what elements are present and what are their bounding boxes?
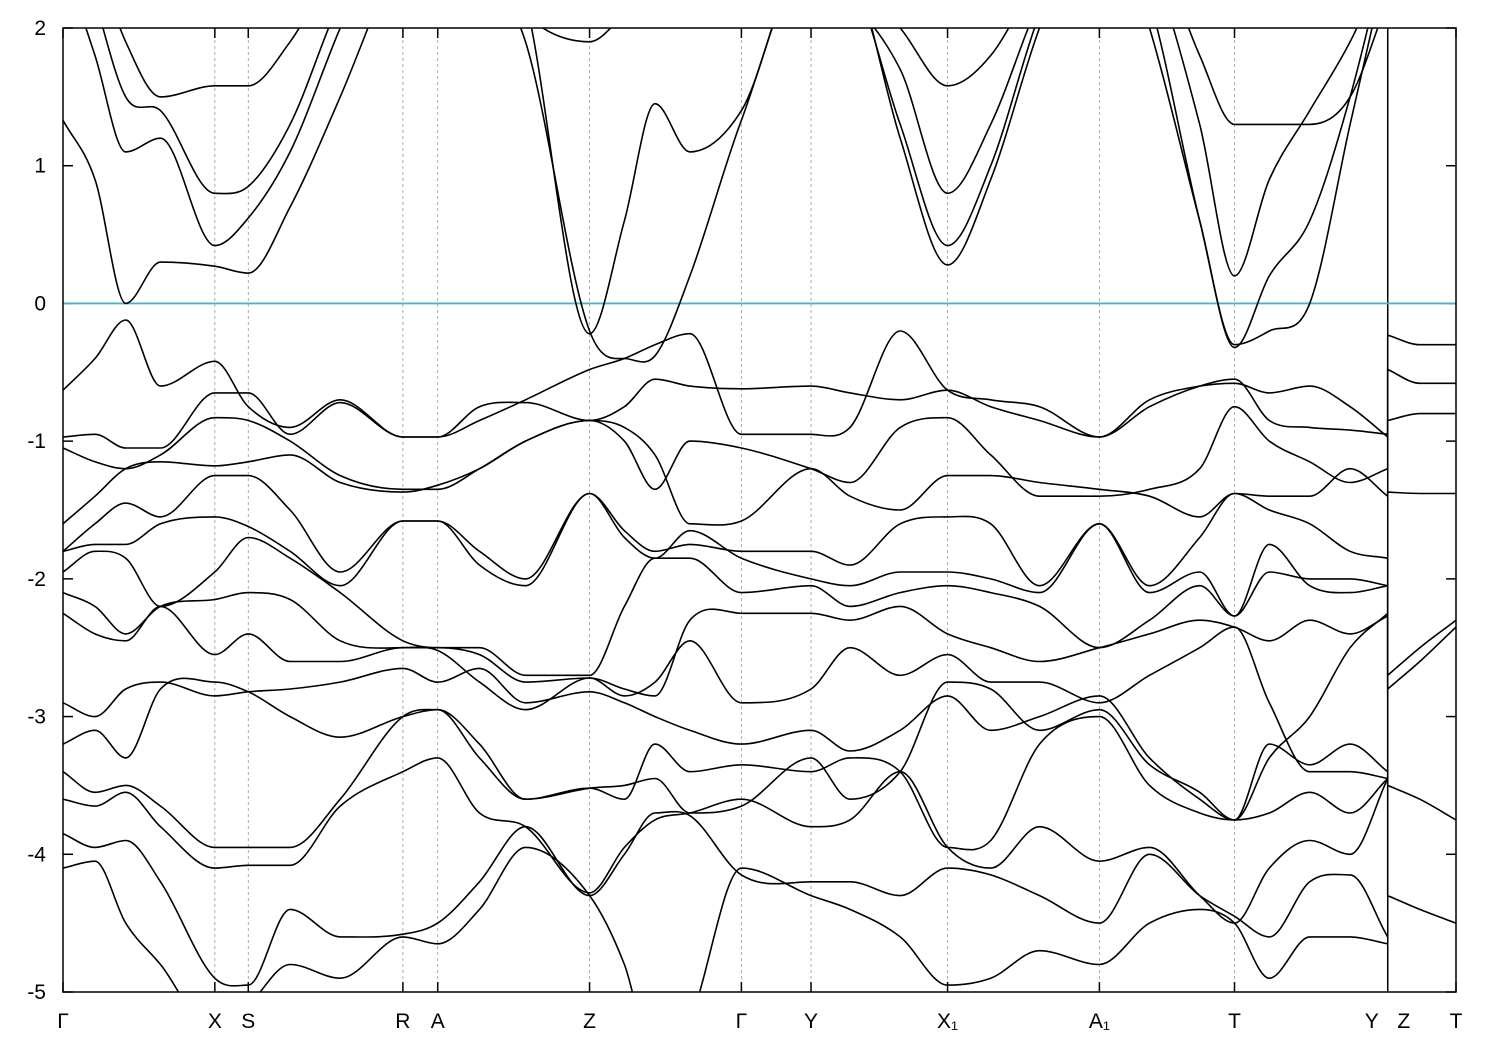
x-tick-label: Z bbox=[583, 1010, 596, 1033]
band-line bbox=[63, 708, 1389, 851]
y-tick-label: -4 bbox=[27, 843, 46, 866]
x-tick-label: Γ bbox=[57, 1010, 69, 1033]
x-tick-label: A₁ bbox=[1089, 1010, 1110, 1033]
band-line bbox=[63, 474, 1456, 678]
y-tick-label: -1 bbox=[27, 430, 46, 453]
band-line bbox=[63, 536, 1388, 677]
x-tick-label: Y bbox=[1365, 1010, 1379, 1033]
band-line bbox=[63, 591, 1389, 697]
x-tick-label: R bbox=[395, 1010, 410, 1033]
band-line bbox=[63, 419, 1456, 526]
band-line bbox=[63, 368, 1456, 449]
x-tick-label: X bbox=[208, 1010, 222, 1033]
y-tick-label: 1 bbox=[34, 155, 46, 178]
y-tick-label: 2 bbox=[34, 17, 46, 40]
band-line bbox=[63, 611, 1456, 924]
band-line bbox=[102, 28, 1358, 277]
y-tick-label: -3 bbox=[27, 706, 46, 729]
x-tick-label: Γ bbox=[736, 1010, 748, 1033]
plot-frame bbox=[62, 27, 1457, 993]
band-line bbox=[63, 492, 1456, 691]
x-tick-label: T bbox=[1228, 1010, 1241, 1033]
y-tick-label: 0 bbox=[34, 292, 46, 315]
band-line bbox=[63, 405, 1456, 498]
x-tick-label: T bbox=[1450, 1010, 1463, 1033]
band-line bbox=[119, 28, 1379, 126]
band-line bbox=[63, 677, 1389, 821]
band-line bbox=[63, 319, 1456, 438]
x-tick-label: A bbox=[431, 1010, 445, 1033]
band-line bbox=[63, 810, 1389, 987]
x-tick-label: Z bbox=[1397, 1010, 1410, 1033]
x-tick-label: S bbox=[241, 1010, 255, 1033]
y-tick-label: -2 bbox=[27, 568, 46, 591]
band-line bbox=[85, 28, 1373, 363]
band-line bbox=[63, 846, 1388, 992]
x-tick-label: X₁ bbox=[937, 1010, 958, 1033]
y-tick-label: -5 bbox=[27, 981, 46, 1004]
band-line bbox=[63, 605, 1456, 821]
bands bbox=[63, 28, 1456, 992]
x-tick-label: Y bbox=[804, 1010, 818, 1033]
